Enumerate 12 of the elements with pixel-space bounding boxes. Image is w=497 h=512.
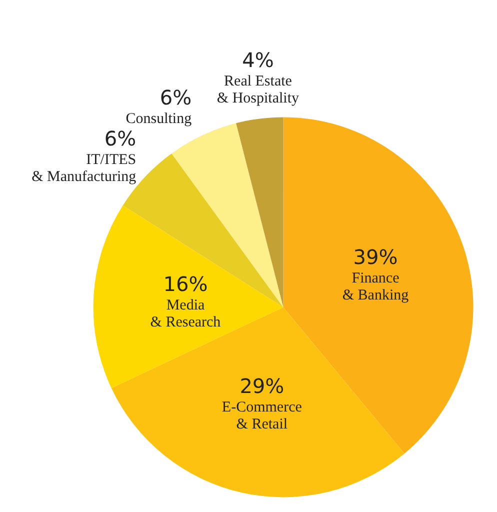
- data-label: 29%: [240, 374, 284, 398]
- slice-label: E-Commerce & Retail: [222, 399, 302, 432]
- slice-label: Media & Research: [150, 298, 222, 331]
- data-label: 4%: [242, 48, 274, 72]
- data-label: 16%: [163, 272, 208, 296]
- slice-label: Real Estate & Hospitality: [216, 73, 300, 106]
- data-label: 6%: [104, 126, 136, 150]
- slice-label: Finance & Banking: [342, 270, 410, 304]
- slice-label: IT/ITES & Manufacturing: [32, 152, 137, 185]
- data-label: 39%: [353, 245, 398, 270]
- slice-label: Consulting: [126, 110, 192, 127]
- data-label: 6%: [160, 85, 192, 110]
